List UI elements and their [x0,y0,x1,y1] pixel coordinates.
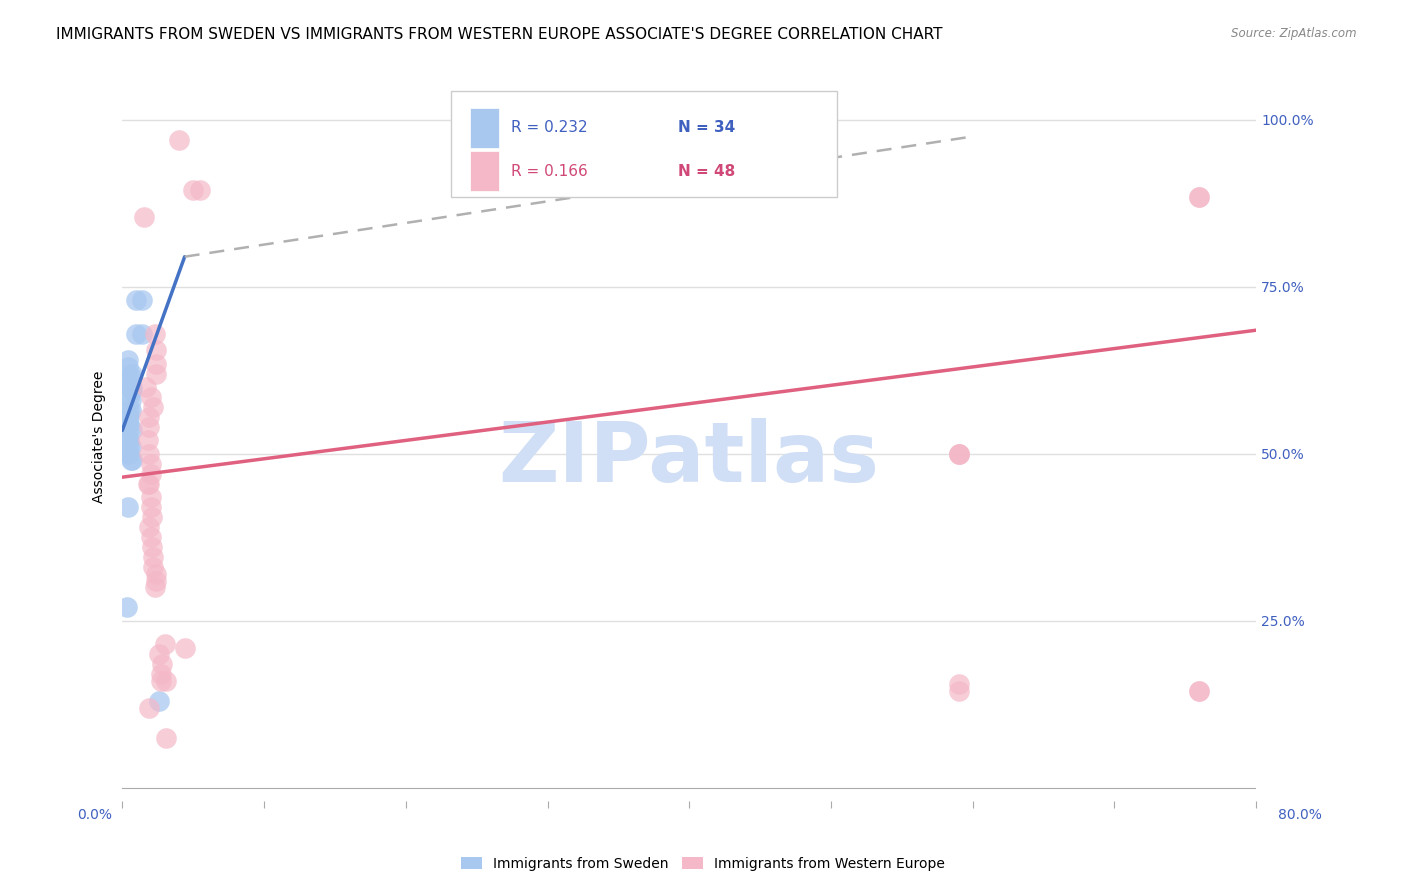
Point [1188,684,1211,698]
Point [118,380,141,394]
Point [117,359,139,374]
Point [121,453,143,467]
Point [117,370,139,384]
Point [120,370,142,384]
Point [117,434,139,448]
Point [131,326,153,341]
Point [145,343,167,358]
Point [118,447,141,461]
Point [118,434,141,448]
Point [1188,189,1211,203]
Text: N = 34: N = 34 [678,120,735,135]
Text: R = 0.232: R = 0.232 [512,120,588,135]
Point [121,380,143,394]
Point [141,510,163,524]
Text: 80.0%: 80.0% [1278,808,1322,822]
Point [948,447,970,461]
Point [135,380,157,394]
Point [118,417,141,431]
Point [139,490,162,504]
Point [145,367,167,381]
Point [948,447,970,461]
Point [121,367,143,381]
Point [120,440,142,454]
Point [121,424,143,438]
Point [142,550,165,565]
Point [117,410,139,425]
Point [139,467,162,481]
Point [139,390,162,404]
Point [132,210,155,224]
Point [131,293,153,307]
Point [138,447,160,461]
Point [117,500,139,515]
Point [149,667,172,681]
Point [141,541,163,555]
Point [149,673,172,688]
Point [136,476,159,491]
Point [139,530,162,544]
Point [173,640,195,655]
Point [1188,189,1211,203]
Text: IMMIGRANTS FROM SWEDEN VS IMMIGRANTS FROM WESTERN EUROPE ASSOCIATE'S DEGREE CORR: IMMIGRANTS FROM SWEDEN VS IMMIGRANTS FRO… [56,27,943,42]
Point [118,403,141,417]
Point [139,500,162,515]
Point [153,637,176,651]
Legend: Immigrants from Sweden, Immigrants from Western Europe: Immigrants from Sweden, Immigrants from … [456,851,950,876]
Point [120,384,142,398]
Point [188,183,211,197]
Point [143,581,166,595]
Point [118,410,141,425]
Point [948,684,970,698]
Point [150,657,173,672]
FancyBboxPatch shape [451,91,837,197]
Point [145,567,167,582]
Bar [471,108,499,147]
Point [118,424,141,438]
Point [117,447,139,461]
Point [138,410,160,425]
Point [181,183,204,197]
Point [125,293,148,307]
Y-axis label: Associate's Degree: Associate's Degree [93,371,107,503]
Point [948,677,970,691]
Point [148,647,170,661]
Point [138,420,160,434]
Point [138,520,160,534]
Point [136,434,159,448]
Point [118,440,141,454]
Point [948,447,970,461]
Point [139,457,162,471]
Text: ZIPatlas: ZIPatlas [499,418,880,500]
Point [117,417,139,431]
Text: 0.0%: 0.0% [77,808,112,822]
Point [115,600,138,615]
Point [155,731,177,745]
Point [167,133,190,147]
Point [118,390,141,404]
Bar [471,152,499,191]
Text: N = 48: N = 48 [678,164,735,178]
Point [142,560,165,574]
Text: R = 0.166: R = 0.166 [512,164,588,178]
Point [121,384,143,398]
Point [142,400,165,414]
Point [1188,684,1211,698]
Point [148,694,170,708]
Point [117,353,139,368]
Point [120,453,142,467]
Point [120,393,142,408]
Point [155,673,177,688]
Point [143,326,166,341]
Point [145,574,167,588]
Point [145,357,167,371]
Point [125,326,148,341]
Text: Source: ZipAtlas.com: Source: ZipAtlas.com [1232,27,1357,40]
Point [138,476,160,491]
Point [138,700,160,714]
Point [120,403,142,417]
